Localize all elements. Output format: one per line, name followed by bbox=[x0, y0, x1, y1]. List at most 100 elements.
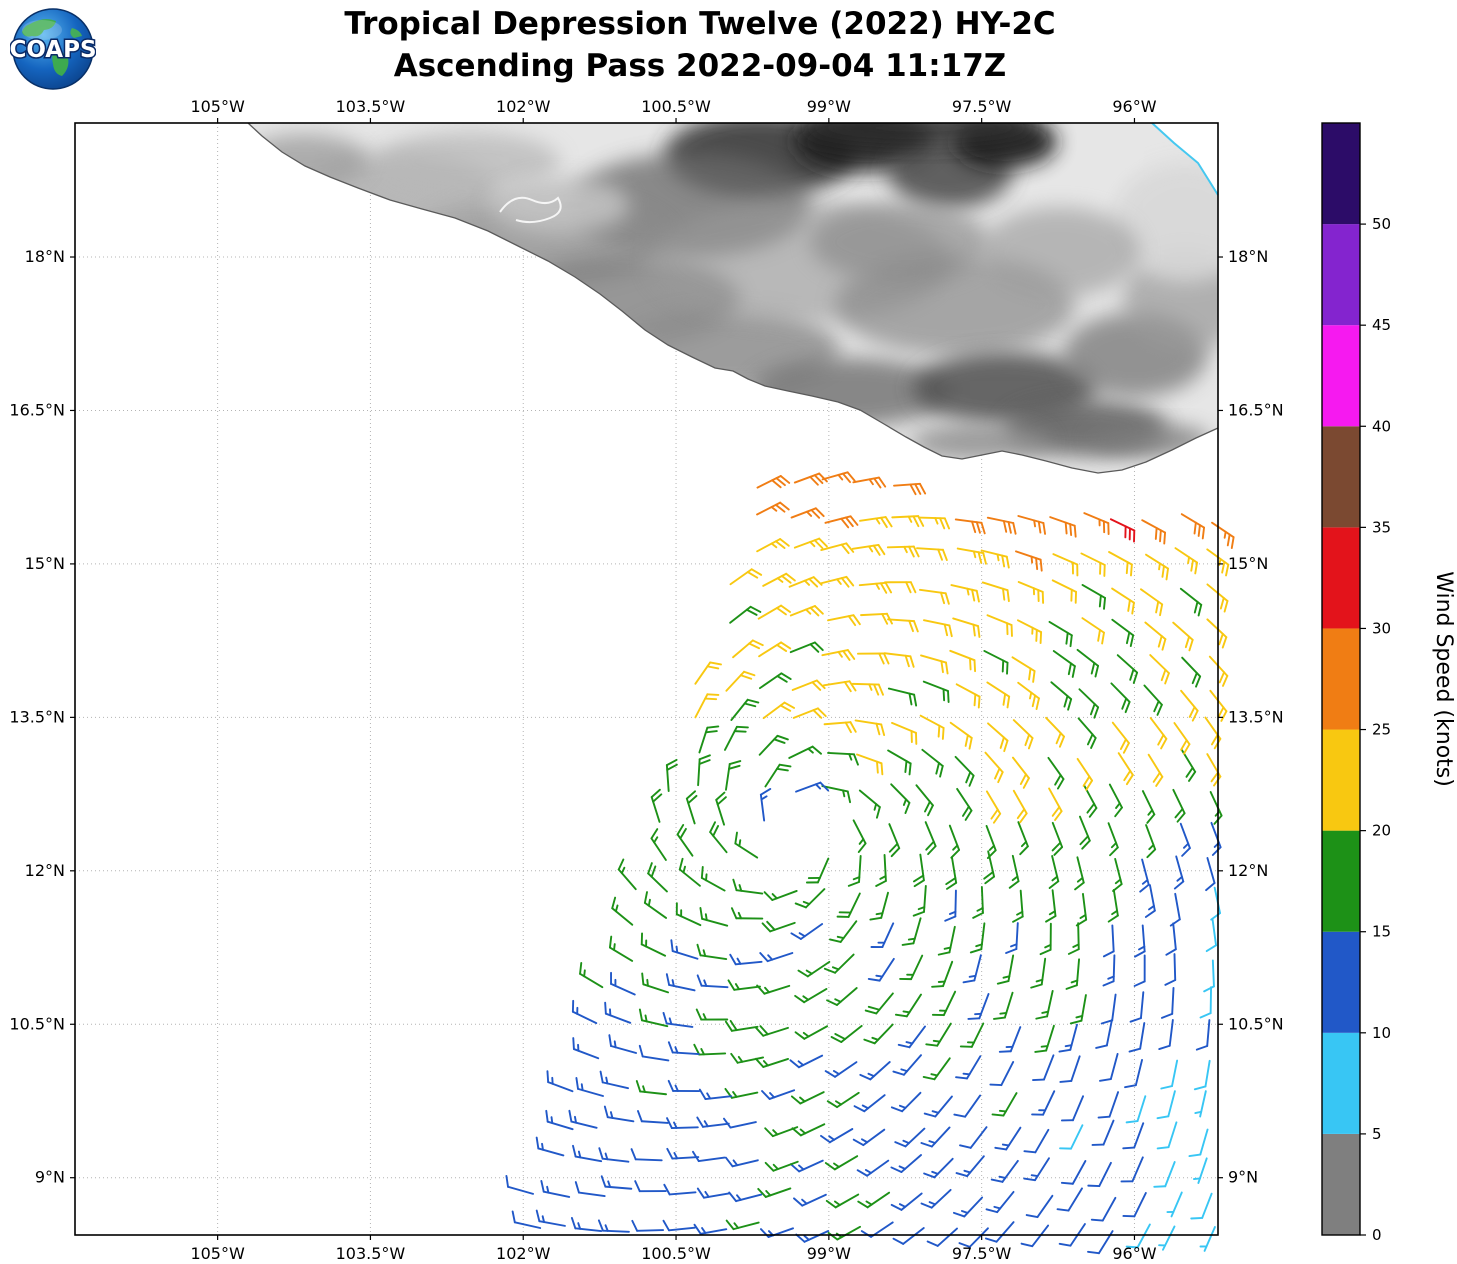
wind-barb bbox=[640, 932, 667, 957]
wind-barb bbox=[924, 821, 937, 856]
wind-barb bbox=[953, 1094, 982, 1118]
wind-barb bbox=[1210, 821, 1222, 856]
wind-barb bbox=[985, 1190, 1015, 1214]
wind-barb bbox=[1139, 858, 1150, 893]
globe-highlight bbox=[22, 20, 62, 40]
wind-barb bbox=[1111, 721, 1130, 754]
wind-barb bbox=[756, 501, 790, 516]
wind-barb bbox=[1117, 752, 1134, 786]
wind-barb bbox=[723, 725, 749, 751]
wind-barb bbox=[790, 507, 825, 519]
wind-barb bbox=[1134, 924, 1146, 958]
wind-barb bbox=[545, 1109, 574, 1131]
wind-barb bbox=[824, 1155, 859, 1171]
y-tick-label-left: 12°N bbox=[25, 861, 65, 880]
wind-barb bbox=[954, 755, 975, 787]
wind-barb bbox=[663, 1183, 697, 1196]
wind-barb bbox=[875, 854, 887, 887]
y-tick-label-left: 13.5°N bbox=[9, 707, 65, 726]
y-tick-label-right: 12°N bbox=[1228, 861, 1268, 880]
wind-barb bbox=[1145, 553, 1169, 581]
wind-barb bbox=[693, 1223, 728, 1235]
wind-barb bbox=[546, 1070, 574, 1093]
wind-barb bbox=[886, 545, 920, 558]
wind-barb bbox=[1099, 1053, 1119, 1082]
wind-barb bbox=[678, 857, 701, 887]
wind-barb bbox=[1153, 1161, 1176, 1188]
wind-barb bbox=[535, 1136, 565, 1157]
wind-barb bbox=[1158, 1225, 1176, 1251]
wind-barb bbox=[852, 476, 887, 489]
wind-barb bbox=[1017, 581, 1045, 604]
wind-barb bbox=[1016, 619, 1043, 645]
wind-barb bbox=[859, 516, 893, 529]
wind-barb bbox=[987, 722, 1009, 753]
wind-barb bbox=[650, 788, 663, 823]
wind-barb bbox=[1149, 654, 1170, 685]
wind-barb bbox=[1095, 1018, 1113, 1049]
colorbar-tick-label: 50 bbox=[1372, 215, 1391, 233]
wind-barb bbox=[725, 670, 756, 692]
wind-barb bbox=[763, 889, 798, 901]
wind-barb bbox=[829, 920, 858, 943]
x-tick-label-top: 100.5°W bbox=[641, 97, 711, 116]
wind-barb bbox=[754, 1025, 789, 1037]
wind-barb bbox=[1211, 521, 1235, 549]
wind-barb bbox=[826, 1091, 860, 1109]
wind-barb bbox=[821, 649, 856, 661]
wind-barb bbox=[1050, 681, 1073, 711]
wind-barb bbox=[821, 785, 852, 804]
x-tick-label-bottom: 97.5°W bbox=[952, 1244, 1012, 1263]
wind-barb bbox=[685, 790, 698, 825]
wind-barb bbox=[759, 952, 794, 963]
wind-barb bbox=[1005, 922, 1019, 954]
wind-barb bbox=[1199, 986, 1213, 1019]
colorbar-band bbox=[1322, 1133, 1360, 1235]
y-tick-label-right: 10.5°N bbox=[1228, 1014, 1284, 1033]
wind-barb bbox=[1179, 587, 1203, 617]
wind-barb bbox=[1188, 1128, 1209, 1158]
wind-barb bbox=[920, 1188, 952, 1209]
wind-barb bbox=[921, 748, 944, 778]
wind-barb bbox=[794, 888, 826, 909]
y-tick-label-left: 9°N bbox=[35, 1168, 65, 1187]
wind-barb bbox=[1011, 656, 1036, 683]
wind-barb bbox=[824, 515, 859, 529]
axis-ticks bbox=[70, 118, 1223, 1240]
coastline bbox=[247, 122, 1219, 474]
axis-labels: 105°W 105°W 103.5°W 103.5°W 102°W 102°W 100.5°… bbox=[9, 97, 1283, 1263]
coaps-logo: COAPS bbox=[10, 8, 96, 90]
wind-barb bbox=[1120, 1156, 1144, 1183]
wind-barb bbox=[729, 568, 763, 586]
colorbar-tick-label: 25 bbox=[1372, 721, 1391, 739]
wind-barb bbox=[725, 760, 742, 791]
wind-barb bbox=[985, 790, 1002, 824]
wind-barb bbox=[1032, 1054, 1055, 1082]
wind-barb bbox=[1045, 889, 1057, 923]
wind-barb bbox=[1083, 512, 1110, 536]
wind-barb bbox=[1145, 824, 1157, 859]
wind-barb bbox=[948, 824, 961, 859]
colorbar-tick-label: 0 bbox=[1372, 1226, 1382, 1244]
wind-barb bbox=[634, 1180, 667, 1193]
wind-barb bbox=[820, 542, 855, 555]
wind-barb bbox=[1048, 620, 1073, 648]
wind-barb bbox=[764, 763, 792, 788]
wind-barb bbox=[610, 971, 636, 996]
wind-barb bbox=[925, 1022, 952, 1047]
wind-barb bbox=[670, 939, 699, 960]
wind-barb bbox=[981, 581, 1010, 603]
wind-barb bbox=[912, 853, 925, 888]
wind-barb bbox=[992, 991, 1014, 1020]
x-tick-label-bottom: 105°W bbox=[190, 1244, 245, 1263]
wind-barb bbox=[1107, 822, 1119, 857]
wind-barb bbox=[641, 972, 670, 994]
colorbar-band bbox=[1322, 628, 1360, 730]
wind-barb bbox=[891, 721, 918, 745]
wind-barb bbox=[980, 549, 1010, 569]
wind-barb bbox=[1149, 717, 1168, 750]
wind-barb bbox=[890, 783, 911, 815]
wind-barb bbox=[611, 896, 634, 926]
wind-barb bbox=[890, 1154, 922, 1173]
